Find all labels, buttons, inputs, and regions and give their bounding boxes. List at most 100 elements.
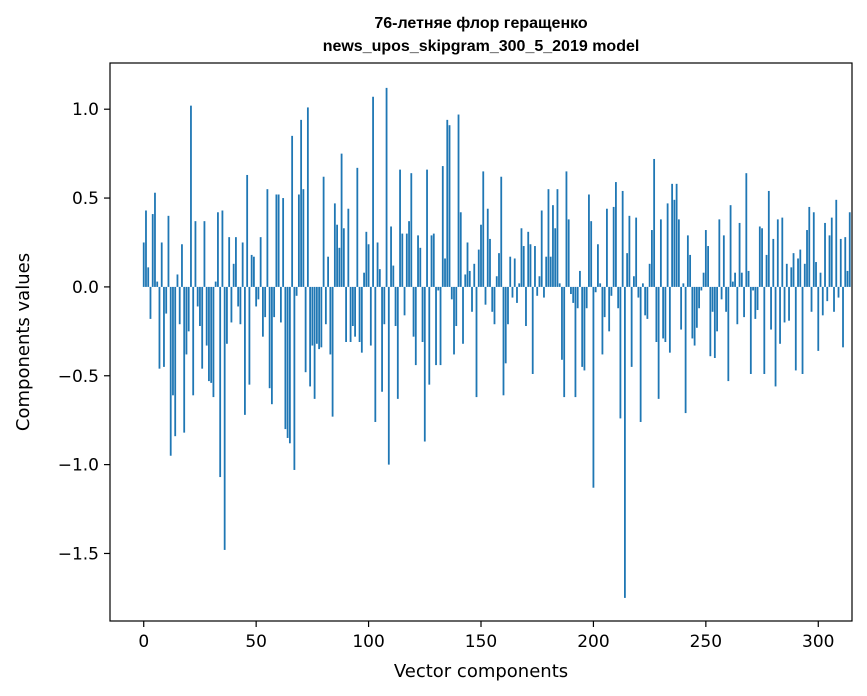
bar [565, 171, 568, 287]
bar [147, 267, 150, 287]
bar [203, 221, 206, 287]
bar [255, 286, 258, 307]
bar [270, 286, 273, 405]
bar [727, 286, 730, 382]
bar [241, 242, 244, 287]
bar [785, 263, 788, 287]
bar [201, 286, 204, 369]
bar [259, 237, 262, 287]
bar [554, 228, 557, 287]
bar [412, 286, 415, 337]
bar [842, 286, 844, 348]
bar [293, 286, 296, 470]
bar [606, 208, 608, 287]
x-tick-label: 150 [465, 632, 497, 652]
bar [752, 286, 754, 291]
bar [666, 203, 669, 287]
bar [399, 169, 401, 287]
plot-frame [109, 62, 853, 622]
bar [491, 286, 494, 312]
bar [774, 286, 777, 387]
bar [574, 286, 577, 398]
bar [181, 244, 183, 287]
bar [187, 286, 190, 332]
bar [158, 286, 161, 369]
bar [396, 286, 399, 399]
bar [306, 107, 309, 287]
bar [205, 286, 208, 346]
bar [673, 199, 676, 287]
bar [372, 96, 374, 287]
bar [257, 286, 260, 300]
bar [763, 286, 766, 374]
y-tick-label: 0.0 [72, 278, 99, 298]
bar [275, 194, 278, 287]
bar [342, 228, 345, 287]
bar [448, 125, 451, 287]
bar [358, 286, 361, 342]
bar [331, 286, 334, 417]
bar [426, 169, 428, 287]
bar [365, 231, 368, 287]
bar [304, 286, 307, 373]
bar [471, 286, 473, 312]
bar [376, 242, 379, 287]
bar [183, 286, 186, 433]
y-axis-label: Components values [13, 253, 34, 431]
bar [507, 286, 509, 325]
bar [178, 286, 181, 325]
bar [794, 286, 797, 371]
bar [266, 189, 269, 287]
bar [190, 105, 192, 287]
bar [754, 286, 757, 319]
bar [282, 198, 285, 287]
bar [489, 238, 491, 287]
bar [482, 171, 485, 287]
bar [527, 231, 530, 287]
bar [226, 286, 228, 344]
bar [444, 258, 446, 287]
bar [761, 228, 763, 287]
bar [570, 286, 572, 295]
bar [585, 286, 588, 309]
bar [311, 286, 314, 346]
bar [615, 182, 617, 287]
bar [369, 286, 372, 346]
bar [540, 210, 543, 287]
bar [315, 286, 318, 344]
bar [781, 217, 784, 287]
bar [608, 286, 611, 332]
bar [145, 210, 147, 287]
bar [322, 176, 325, 287]
bar [196, 286, 199, 307]
bar [801, 286, 804, 374]
bar [185, 286, 188, 355]
bar [473, 263, 476, 287]
bar [432, 233, 435, 287]
bar [767, 190, 770, 287]
bar [655, 286, 658, 342]
bar [707, 246, 709, 287]
bar [691, 286, 694, 339]
bar [349, 286, 352, 342]
bar [547, 189, 550, 287]
bar [572, 286, 575, 303]
bar [518, 283, 521, 287]
bar [149, 286, 152, 319]
bar [480, 224, 482, 287]
bar [228, 237, 231, 287]
bar [295, 286, 298, 296]
bar [347, 208, 350, 287]
bar [770, 286, 772, 330]
bar [844, 237, 847, 287]
bar [684, 286, 687, 414]
bar [682, 283, 685, 287]
bar [693, 286, 696, 346]
bar [698, 286, 700, 309]
bar [430, 235, 433, 287]
bar [284, 286, 287, 430]
bar [522, 246, 525, 287]
bar [214, 281, 217, 287]
x-tick-label: 50 [245, 632, 267, 652]
bar [599, 283, 602, 287]
